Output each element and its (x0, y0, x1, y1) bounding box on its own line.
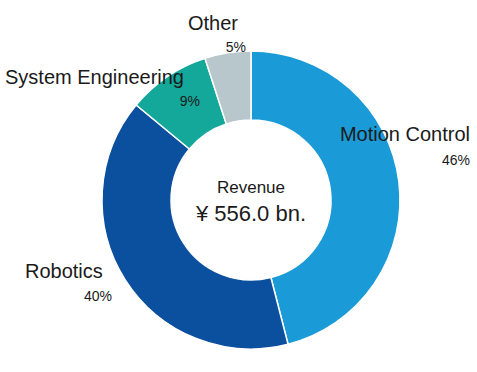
annotation: Revenue (217, 178, 285, 197)
center-text: Revenue ¥ 556.0 bn. (195, 178, 306, 226)
value-label: 40% (84, 288, 112, 304)
chart: Motion Control 46% Robotics 40% System Engin… (0, 0, 477, 372)
slice (205, 51, 251, 124)
value-label: 9% (180, 93, 200, 109)
annotation: ¥ 556.0 bn. (195, 201, 306, 226)
slices (102, 51, 400, 349)
category-label: Robotics (25, 260, 103, 282)
category-label: Other (188, 12, 238, 34)
value-label: 5% (226, 39, 246, 55)
category-label: Motion Control (340, 123, 470, 145)
category-label: System Engineering (5, 66, 184, 88)
labels: Motion Control 46% Robotics 40% System Engin… (5, 12, 470, 304)
value-label: 46% (442, 152, 470, 168)
